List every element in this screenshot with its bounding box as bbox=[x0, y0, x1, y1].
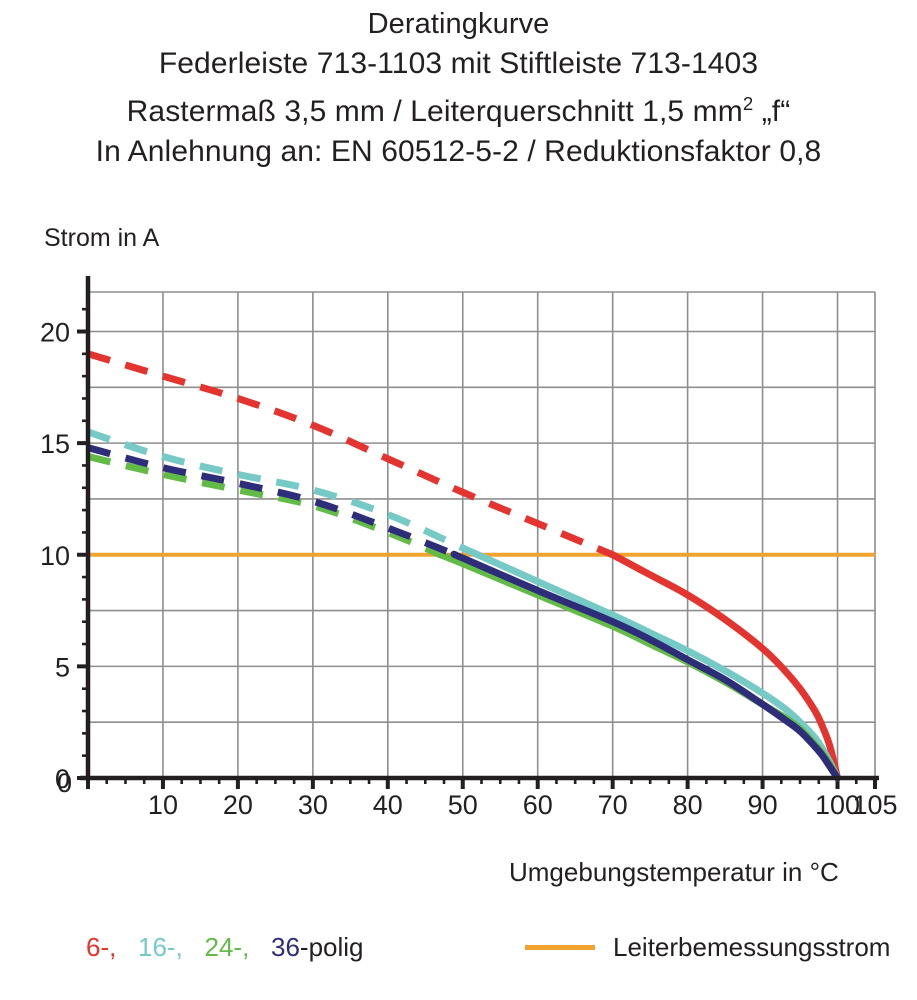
y-axis-label: Strom in A bbox=[44, 224, 160, 252]
x-tick-label: 100 bbox=[815, 790, 860, 820]
x-tick-label: 80 bbox=[673, 790, 703, 820]
y-tick-label: 15 bbox=[40, 429, 70, 459]
chart-title-line-3-suffix: „f“ bbox=[753, 95, 791, 128]
x-tick-label: 90 bbox=[748, 790, 778, 820]
x-tick-label: 105 bbox=[852, 790, 897, 820]
x-tick-label: 50 bbox=[448, 790, 478, 820]
legend-item-36-polig[interactable]: 36 bbox=[270, 932, 300, 962]
legend-poles-suffix: -polig bbox=[299, 932, 364, 962]
chart-title-line-2: Federleiste 713-1103 mit Stiftleiste 713… bbox=[158, 47, 759, 80]
x-tick-label: 0 bbox=[57, 768, 72, 798]
legend-rated-current-label: Leiterbemessungsstrom bbox=[613, 932, 891, 962]
legend-rated-current: Leiterbemessungsstrom bbox=[525, 932, 890, 963]
legend-poles: 6-, 16-, 24-, 36-polig bbox=[86, 932, 364, 963]
y-tick-label: 5 bbox=[55, 652, 70, 682]
series-dashed-36-polig bbox=[87, 444, 457, 559]
chart-title-line-3: Rastermaß 3,5 mm / Leiterquerschnitt 1,5… bbox=[0, 84, 917, 132]
chart-title-line-1: Deratingkurve bbox=[367, 8, 550, 40]
y-tick-label: 0 bbox=[55, 764, 70, 794]
x-tick-label: 70 bbox=[598, 790, 628, 820]
series-solid-6-polig bbox=[609, 551, 842, 782]
series-solid-36-polig bbox=[450, 550, 842, 782]
chart-axis-lines bbox=[80, 276, 879, 781]
legend-item-24-polig[interactable]: 24-, bbox=[204, 932, 250, 962]
series-dashed-6-polig bbox=[87, 350, 615, 558]
chart-title-block: Deratingkurve Federleiste 713-1103 mit S… bbox=[0, 4, 917, 172]
legend-gap-3 bbox=[249, 932, 271, 962]
chart-title-line-3-superscript: 2 bbox=[742, 93, 754, 114]
chart-title-line-3-main: Rastermaß 3,5 mm / Leiterquerschnitt 1,5… bbox=[126, 95, 743, 128]
legend-gap-2 bbox=[183, 932, 205, 962]
y-tick-label: 10 bbox=[40, 541, 70, 571]
legend-gap-1 bbox=[116, 932, 138, 962]
legend-item-6-polig[interactable]: 6-, bbox=[86, 932, 117, 962]
chart-gridlines bbox=[88, 291, 876, 778]
x-tick-label: 10 bbox=[148, 790, 178, 820]
x-tick-label: 30 bbox=[298, 790, 328, 820]
legend-item-16-polig[interactable]: 16-, bbox=[138, 932, 183, 962]
y-tick-label: 20 bbox=[40, 318, 70, 348]
legend-rated-current-swatch bbox=[525, 945, 595, 950]
chart-title-line-4: In Anlehnung an: EN 60512-5-2 / Reduktio… bbox=[95, 135, 822, 168]
x-axis-label: Umgebungstemperatur in °C bbox=[509, 857, 839, 887]
chart-curves bbox=[86, 350, 875, 782]
x-tick-label: 20 bbox=[223, 790, 253, 820]
series-dashed-16-polig bbox=[86, 428, 480, 558]
chart-legend: 6-, 16-, 24-, 36-polig Leiterbemessungss… bbox=[0, 932, 917, 982]
x-tick-label: 40 bbox=[373, 790, 403, 820]
chart-ticks bbox=[77, 307, 877, 789]
x-tick-label: 60 bbox=[523, 790, 553, 820]
